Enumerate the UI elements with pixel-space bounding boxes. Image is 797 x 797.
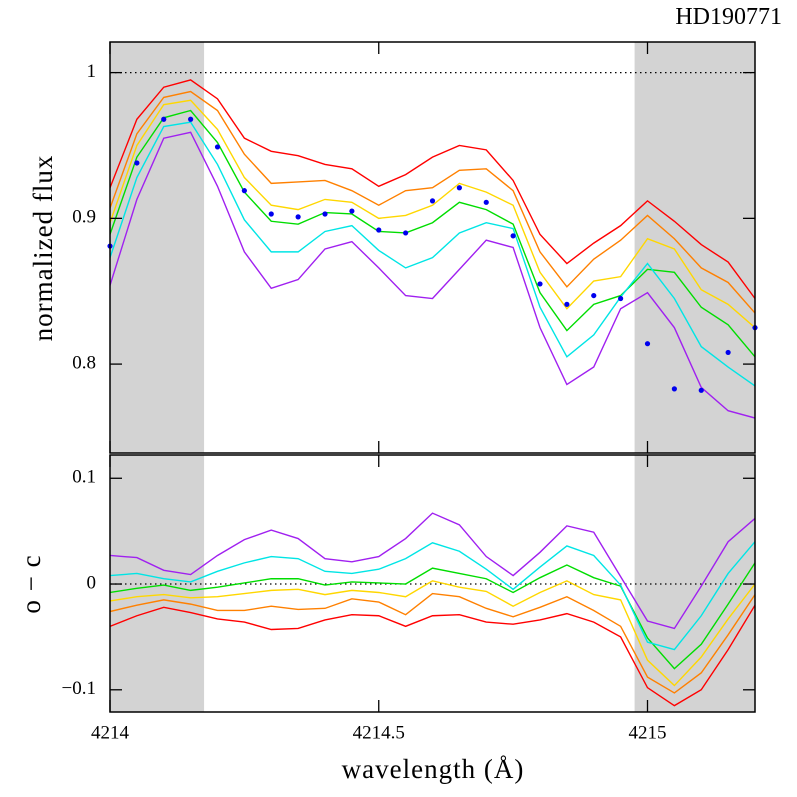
y-tick-label: 0.8 (72, 352, 96, 373)
y-tick-label: −0.1 (62, 678, 96, 699)
observed-point (214, 144, 221, 150)
x-tick-label: 4214.5 (353, 722, 405, 743)
observed-point (161, 116, 167, 122)
observed-point (510, 233, 516, 239)
x-tick-label: 4215 (629, 722, 667, 743)
model-line (110, 131, 755, 419)
model-line (110, 604, 755, 707)
observed-point (134, 160, 140, 166)
y-tick-label: 0.9 (72, 207, 96, 228)
observed-point (564, 301, 570, 307)
model-line (110, 121, 755, 387)
observed-point (295, 214, 301, 220)
model-line (110, 79, 755, 299)
observed-point (537, 281, 543, 287)
observed-point (483, 199, 489, 205)
frame (109, 41, 756, 454)
chart-title: HD190771 (675, 4, 782, 30)
observed-point (671, 386, 677, 392)
observed-point (591, 292, 597, 299)
x-axis-label: wavelength (Å) (342, 754, 525, 784)
model-line (110, 592, 755, 694)
model-line (110, 90, 755, 314)
shaded-region (110, 42, 205, 453)
shaded-region (634, 42, 755, 453)
model-line (110, 109, 755, 358)
x-tick-label: 4214 (91, 722, 130, 743)
shaded-region (634, 455, 755, 712)
observed-point (618, 295, 624, 302)
model-line (110, 512, 755, 630)
y-axis-label: o − c (16, 554, 46, 613)
observed-point (349, 208, 355, 214)
y-axis-label: normalized flux (28, 155, 58, 342)
observed-point (725, 349, 731, 356)
observed-point (241, 188, 247, 194)
observed-point (188, 116, 194, 122)
observed-point (376, 227, 382, 233)
shaded-region (110, 455, 205, 712)
model-line (110, 580, 755, 687)
model-line (110, 562, 755, 670)
observed-point (644, 341, 651, 347)
observed-point (456, 185, 462, 191)
y-tick-label: 0.1 (72, 467, 96, 488)
observed-point (322, 211, 328, 217)
observed-point (268, 211, 274, 217)
observed-point (429, 198, 436, 204)
observed-point (403, 230, 409, 236)
y-tick-label: 1 (87, 61, 97, 82)
model-line (110, 99, 755, 329)
observed-point (698, 387, 704, 393)
y-tick-label: 0 (87, 572, 97, 593)
model-line (110, 541, 755, 651)
